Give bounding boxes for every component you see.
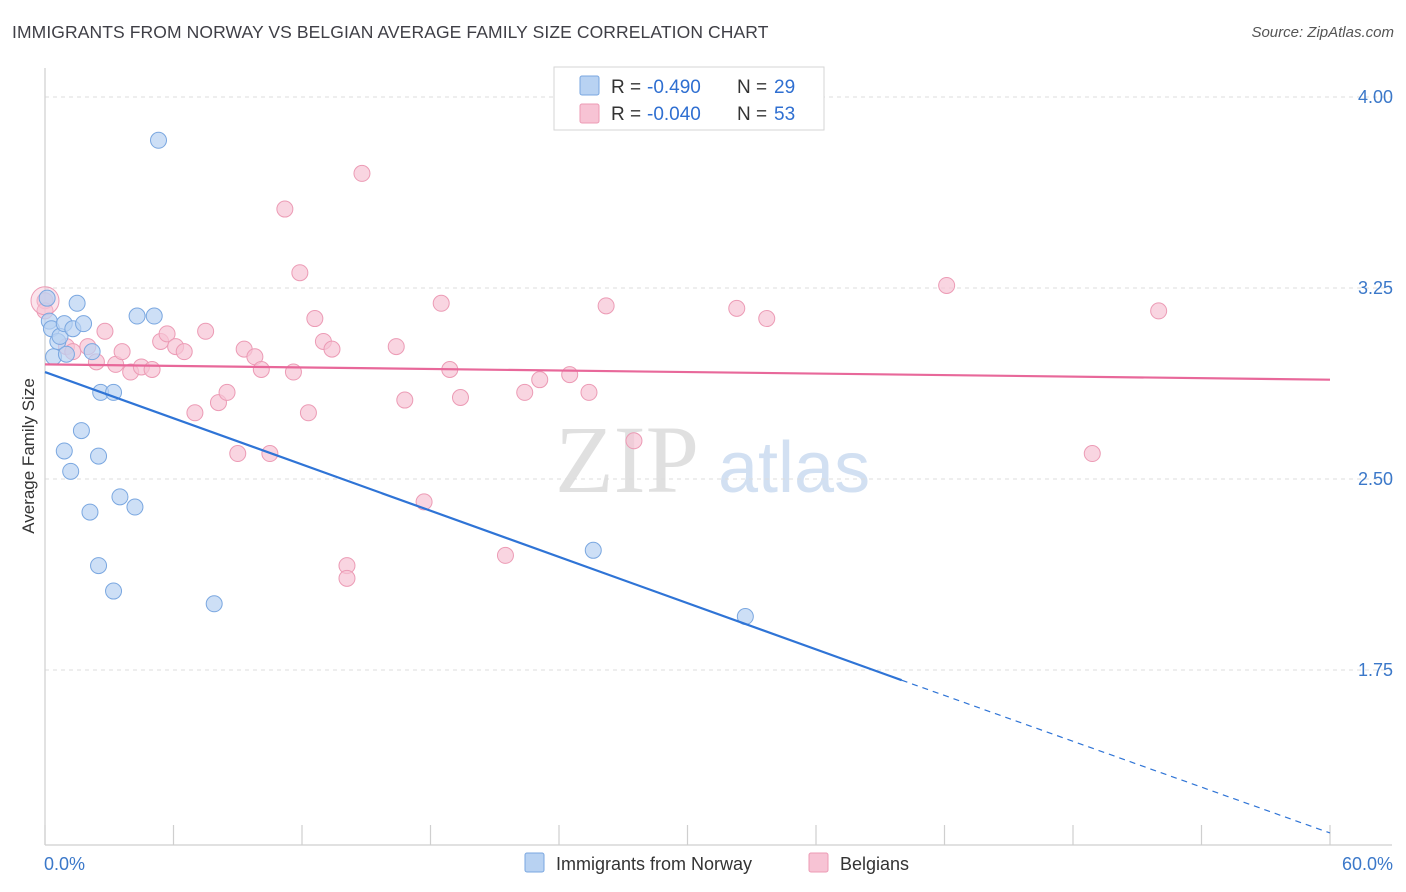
belgians-point: [96, 322, 114, 340]
belgians-point: [197, 322, 215, 340]
y-tick-label: 3.25: [1358, 278, 1393, 298]
norway-point: [75, 315, 93, 333]
belgians-point: [143, 360, 161, 378]
x-ticks: [44, 825, 1331, 845]
belgians-point: [496, 546, 514, 564]
x-tick-label-max: 60.0%: [1342, 854, 1393, 874]
legend-n-label-pink: N =: [737, 104, 767, 125]
series-legend-label-norway: Immigrants from Norway: [556, 854, 752, 874]
norway-point: [584, 541, 602, 559]
norway-point: [105, 582, 123, 600]
norway-point: [111, 488, 129, 506]
belgians-point: [1083, 445, 1101, 463]
watermark-atlas: atlas: [718, 428, 870, 508]
belgians-point: [338, 569, 356, 587]
series-legend-swatch-belgians: [808, 852, 829, 873]
series-legend: Immigrants from Norway Belgians: [524, 852, 909, 874]
gridlines: [45, 96, 1392, 671]
norway-point: [55, 442, 73, 460]
belgians-point: [432, 294, 450, 312]
norway-trend-extension: [901, 679, 1331, 834]
norway-point: [150, 131, 168, 149]
legend-r-label-blue: R =: [611, 77, 641, 98]
y-tick-labels: 4.00 3.25 2.50 1.75: [1358, 87, 1393, 680]
source-label: Source: ZipAtlas.com: [1251, 24, 1394, 41]
belgians-point: [597, 297, 615, 315]
belgians-point: [758, 310, 776, 328]
norway-point: [90, 557, 108, 575]
norway-point: [205, 595, 223, 613]
norway-point: [145, 307, 163, 325]
belgians-point: [113, 343, 131, 361]
series-legend-swatch-norway: [524, 852, 545, 873]
belgians-point: [175, 343, 193, 361]
belgians-point: [252, 360, 270, 378]
norway-points: [38, 131, 754, 626]
belgians-point: [625, 432, 643, 450]
belgians-point: [938, 276, 956, 294]
belgians-point: [323, 340, 341, 358]
x-tick-label-min: 0.0%: [44, 854, 85, 874]
belgians-point: [353, 164, 371, 182]
belgians-point: [229, 445, 247, 463]
norway-point: [57, 345, 75, 363]
belgians-point: [1150, 302, 1168, 320]
trend-lines: [44, 363, 1331, 834]
legend-r-value-pink: -0.040: [647, 104, 701, 125]
belgians-point: [276, 200, 294, 218]
chart-title: IMMIGRANTS FROM NORWAY VS BELGIAN AVERAG…: [12, 22, 769, 42]
norway-point: [90, 447, 108, 465]
norway-point: [126, 498, 144, 516]
norway-point: [81, 503, 99, 521]
legend-swatch-pink: [579, 103, 600, 124]
belgians-point: [158, 325, 176, 343]
belgians-point: [728, 299, 746, 317]
belgians-point: [531, 371, 549, 389]
norway-point: [62, 462, 80, 480]
belgians-point: [299, 404, 317, 422]
legend-n-value-blue: 29: [774, 77, 795, 98]
legend-r-label-pink: R =: [611, 104, 641, 125]
legend-swatch-blue: [579, 75, 600, 96]
belgians-trend-line: [44, 363, 1331, 381]
norway-point: [83, 343, 101, 361]
belgians-point: [561, 366, 579, 384]
belgians-point: [291, 264, 309, 282]
belgians-point: [396, 391, 414, 409]
legend-n-value-pink: 53: [774, 104, 795, 125]
norway-point: [38, 289, 56, 307]
series-legend-label-belgians: Belgians: [840, 854, 909, 874]
y-axis-title: Average Family Size: [19, 378, 38, 534]
belgians-point: [516, 383, 534, 401]
norway-trend-line: [44, 371, 903, 682]
belgians-point: [580, 383, 598, 401]
y-tick-label: 1.75: [1358, 660, 1393, 680]
axes: [44, 68, 1392, 846]
legend-n-label-blue: N =: [737, 77, 767, 98]
legend-r-value-blue: -0.490: [647, 77, 701, 98]
stats-legend: R = -0.490 N = 29 R = -0.040 N = 53: [553, 66, 825, 131]
norway-point: [128, 307, 146, 325]
y-tick-label: 2.50: [1358, 469, 1393, 489]
belgians-point: [451, 389, 469, 407]
belgians-point: [306, 310, 324, 328]
norway-point: [68, 294, 86, 312]
y-tick-label: 4.00: [1358, 87, 1393, 107]
watermark-zip: ZIP: [555, 406, 699, 513]
belgians-point: [387, 338, 405, 356]
belgians-point: [186, 404, 204, 422]
norway-point: [72, 422, 90, 440]
belgians-point: [218, 383, 236, 401]
